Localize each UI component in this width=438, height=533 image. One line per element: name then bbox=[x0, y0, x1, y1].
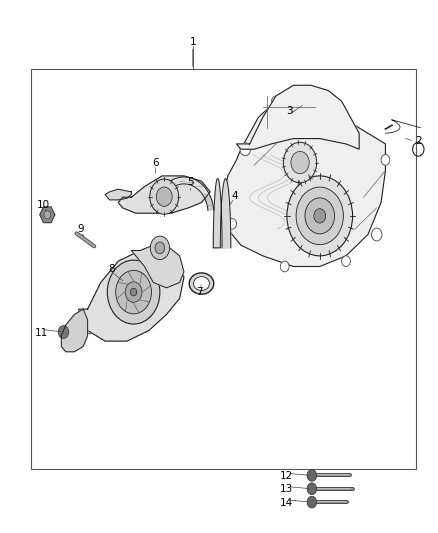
Text: 5: 5 bbox=[187, 177, 194, 187]
Polygon shape bbox=[61, 309, 88, 352]
Polygon shape bbox=[154, 177, 214, 211]
Text: 8: 8 bbox=[108, 264, 115, 274]
Circle shape bbox=[150, 179, 179, 214]
Circle shape bbox=[228, 219, 237, 229]
Polygon shape bbox=[212, 211, 227, 249]
Circle shape bbox=[381, 155, 390, 165]
Polygon shape bbox=[223, 96, 385, 266]
Circle shape bbox=[287, 176, 353, 256]
Circle shape bbox=[371, 228, 382, 241]
Text: 3: 3 bbox=[286, 106, 293, 116]
Circle shape bbox=[314, 209, 326, 223]
Polygon shape bbox=[237, 85, 359, 149]
Text: 4: 4 bbox=[231, 191, 238, 200]
Circle shape bbox=[156, 187, 172, 206]
Text: 7: 7 bbox=[196, 287, 203, 297]
Circle shape bbox=[44, 211, 51, 219]
Circle shape bbox=[272, 96, 280, 107]
Circle shape bbox=[107, 260, 160, 324]
Text: 13: 13 bbox=[280, 484, 293, 494]
Ellipse shape bbox=[194, 277, 209, 290]
Circle shape bbox=[291, 151, 309, 174]
Bar bbox=[31, 69, 416, 469]
Circle shape bbox=[150, 236, 170, 260]
Polygon shape bbox=[105, 189, 131, 200]
Circle shape bbox=[305, 198, 335, 234]
Circle shape bbox=[307, 496, 317, 508]
Text: 6: 6 bbox=[152, 158, 159, 167]
Circle shape bbox=[116, 270, 152, 314]
Circle shape bbox=[346, 123, 355, 133]
Circle shape bbox=[240, 143, 251, 156]
Circle shape bbox=[307, 483, 317, 495]
Circle shape bbox=[131, 288, 137, 296]
Polygon shape bbox=[118, 176, 210, 213]
Circle shape bbox=[280, 261, 289, 272]
Polygon shape bbox=[79, 251, 184, 341]
Text: 2: 2 bbox=[415, 136, 422, 146]
Circle shape bbox=[307, 470, 317, 481]
Circle shape bbox=[125, 282, 142, 302]
Text: 9: 9 bbox=[78, 224, 85, 233]
Text: 12: 12 bbox=[280, 471, 293, 481]
Polygon shape bbox=[131, 245, 184, 288]
Text: 10: 10 bbox=[36, 200, 49, 210]
Text: 11: 11 bbox=[35, 328, 48, 338]
Text: 14: 14 bbox=[280, 498, 293, 507]
Polygon shape bbox=[40, 207, 55, 223]
Circle shape bbox=[155, 242, 165, 254]
Circle shape bbox=[58, 326, 69, 338]
Circle shape bbox=[296, 187, 343, 245]
Text: 1: 1 bbox=[189, 37, 196, 46]
Polygon shape bbox=[213, 179, 231, 248]
Circle shape bbox=[342, 256, 350, 266]
Circle shape bbox=[283, 142, 317, 183]
Ellipse shape bbox=[189, 273, 214, 294]
